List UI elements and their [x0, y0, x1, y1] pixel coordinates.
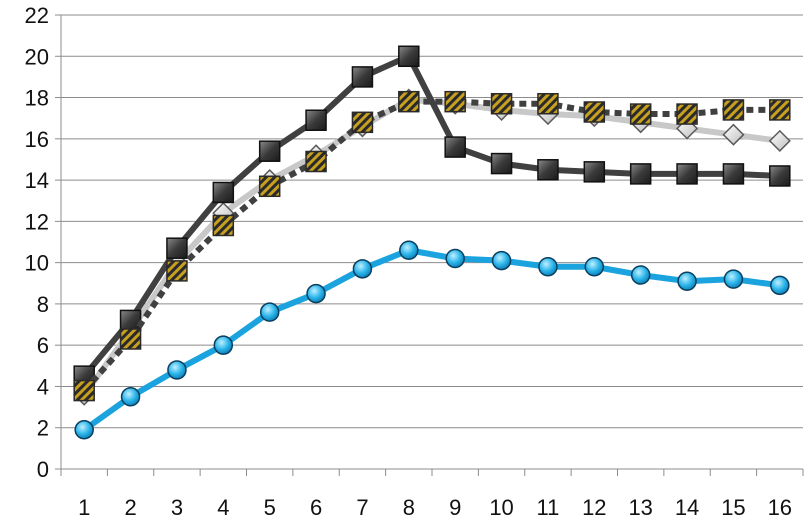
data-point [306, 283, 326, 304]
data-point [723, 269, 744, 289]
series-line [81, 53, 780, 379]
data-point [120, 387, 141, 407]
series-blue-circle [74, 240, 790, 440]
data-point [676, 163, 698, 185]
x-tick-label: 3 [171, 495, 183, 520]
data-point [770, 275, 790, 296]
y-tick-label: 14 [25, 168, 49, 193]
series-line [82, 247, 781, 433]
data-point [722, 99, 745, 121]
series-line [81, 98, 780, 393]
x-tick-label: 6 [310, 495, 322, 520]
y-tick-label: 0 [37, 457, 49, 482]
x-tick-label: 12 [582, 495, 606, 520]
data-point [445, 248, 465, 269]
y-tick-label: 20 [25, 44, 49, 69]
x-tick-label: 1 [78, 495, 90, 520]
data-point [259, 302, 280, 322]
data-point [73, 379, 95, 402]
x-tick-label: 14 [675, 495, 699, 520]
data-point [167, 360, 187, 380]
series-dark-square [73, 45, 791, 387]
series-hatched-square [73, 90, 791, 402]
data-point [74, 420, 94, 440]
data-point [490, 92, 513, 115]
x-tick-label: 7 [356, 495, 368, 520]
x-tick-label: 16 [768, 495, 792, 520]
data-point [769, 99, 791, 121]
data-point [629, 163, 652, 185]
data-point [398, 90, 420, 113]
x-tick-label: 2 [124, 495, 136, 520]
data-point [212, 181, 235, 204]
series-line [81, 96, 781, 397]
data-point [212, 214, 235, 237]
x-tick-label: 13 [628, 495, 652, 520]
data-point [351, 66, 374, 88]
x-tick-label: 9 [449, 495, 461, 520]
x-tick-label: 5 [264, 495, 276, 520]
y-tick-label: 18 [25, 86, 49, 111]
data-point [398, 45, 420, 68]
y-tick-label: 6 [37, 333, 49, 358]
x-tick-label: 15 [721, 495, 745, 520]
data-point [722, 123, 745, 146]
data-point [258, 175, 281, 198]
y-tick-label: 4 [37, 374, 49, 399]
data-point [166, 260, 188, 282]
x-tick-label: 4 [217, 495, 229, 520]
data-point [351, 111, 374, 134]
y-tick-label: 10 [25, 251, 49, 276]
x-tick-label: 10 [489, 495, 513, 520]
data-point [166, 237, 188, 259]
data-point [629, 103, 652, 125]
data-point [630, 265, 651, 285]
x-tick-label: 11 [537, 495, 560, 520]
axes [55, 14, 804, 476]
data-point [352, 259, 373, 279]
data-point [305, 109, 327, 131]
data-point [119, 309, 142, 332]
y-tick-label: 2 [37, 416, 49, 441]
data-point [768, 129, 791, 152]
series-layer [73, 45, 791, 440]
y-tick-label: 8 [37, 292, 49, 317]
data-point [584, 257, 605, 277]
data-point [677, 271, 697, 291]
data-point [119, 328, 142, 350]
data-point [213, 335, 234, 355]
data-point [444, 90, 466, 113]
y-tick-label: 16 [25, 127, 49, 152]
y-tick-label: 12 [25, 209, 49, 234]
data-point [399, 240, 419, 261]
x-tick-label: 8 [403, 495, 415, 520]
data-point [444, 136, 466, 158]
y-tick-label: 22 [25, 3, 49, 28]
data-point [258, 140, 281, 162]
data-point [305, 150, 327, 173]
data-point [537, 159, 559, 181]
data-point [583, 101, 606, 123]
data-point [490, 152, 513, 175]
data-point [537, 92, 559, 115]
data-point [583, 161, 606, 183]
data-point [491, 250, 512, 271]
data-point [769, 165, 791, 187]
data-point [538, 257, 558, 277]
data-point [676, 103, 698, 125]
data-point [722, 163, 745, 185]
